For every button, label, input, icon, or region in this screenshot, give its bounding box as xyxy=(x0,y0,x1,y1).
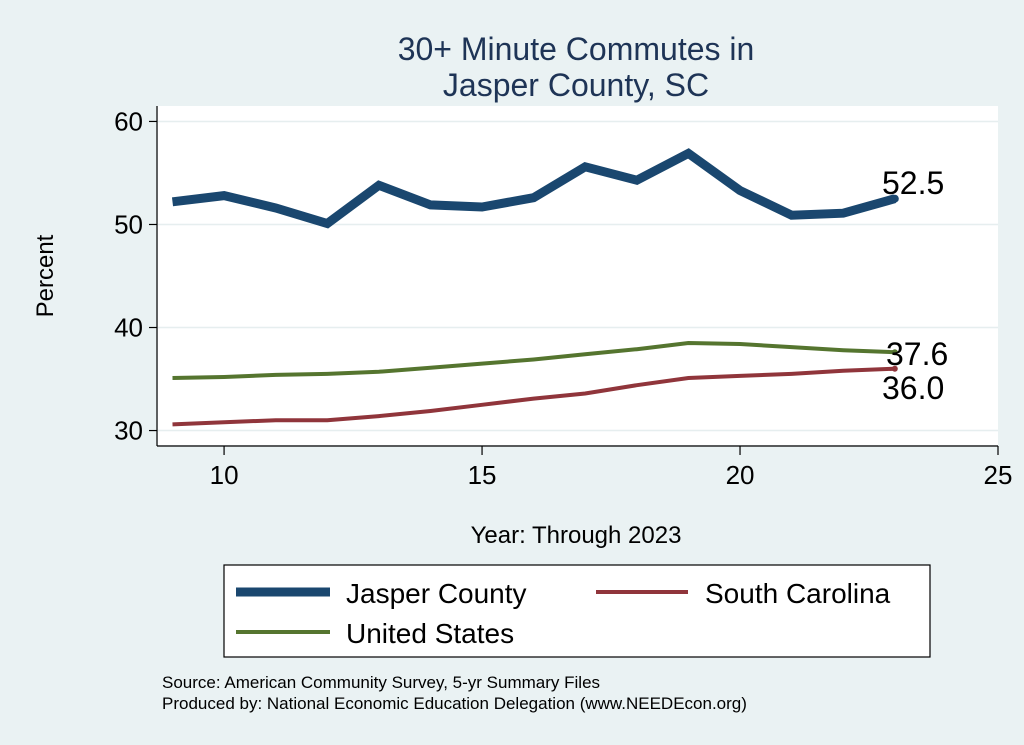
series-layer xyxy=(171,148,899,427)
legend-box xyxy=(223,564,931,658)
series-line-united-states xyxy=(172,340,895,380)
series-endpoint-united-states xyxy=(891,349,898,356)
x-tick-label-15: 15 xyxy=(468,460,497,490)
legend-label-south-carolina: South Carolina xyxy=(705,578,891,609)
y-tick-label-30: 30 xyxy=(114,416,143,446)
x-tick-label-25: 25 xyxy=(984,460,1013,490)
x-tick-label-10: 10 xyxy=(210,460,239,490)
end-label-united-states: 37.6 xyxy=(886,336,948,372)
chart-title-line-2: Jasper County, SC xyxy=(443,67,709,103)
x-axis-label: Year: Through 2023 xyxy=(471,522,682,549)
chart-title-line-1: 30+ Minute Commutes in xyxy=(398,31,755,67)
series-endpoint-jasper-county xyxy=(890,194,899,203)
end-label-south-carolina: 36.0 xyxy=(882,370,944,406)
producer-note: Produced by: National Economic Education… xyxy=(162,694,747,713)
gridlines xyxy=(157,120,998,432)
x-axis-ticks: 10 15 20 25 xyxy=(210,446,1013,490)
series-line-jasper-county xyxy=(171,148,897,229)
y-tick-label-40: 40 xyxy=(114,313,143,343)
legend-label-united-states: United States xyxy=(346,618,514,649)
plot-area xyxy=(158,106,998,445)
y-axis-label: Percent xyxy=(32,234,59,317)
legend-label-jasper-county: Jasper County xyxy=(346,578,527,609)
series-endpoint-south-carolina xyxy=(891,365,898,372)
end-label-jasper-county: 52.5 xyxy=(882,165,944,201)
source-note: Source: American Community Survey, 5-yr … xyxy=(162,673,600,692)
y-axis-ticks: 30 40 50 60 xyxy=(114,106,157,446)
y-tick-label-50: 50 xyxy=(114,209,143,239)
x-tick-label-20: 20 xyxy=(726,460,755,490)
series-line-south-carolina xyxy=(172,366,895,427)
y-tick-label-60: 60 xyxy=(114,106,143,136)
